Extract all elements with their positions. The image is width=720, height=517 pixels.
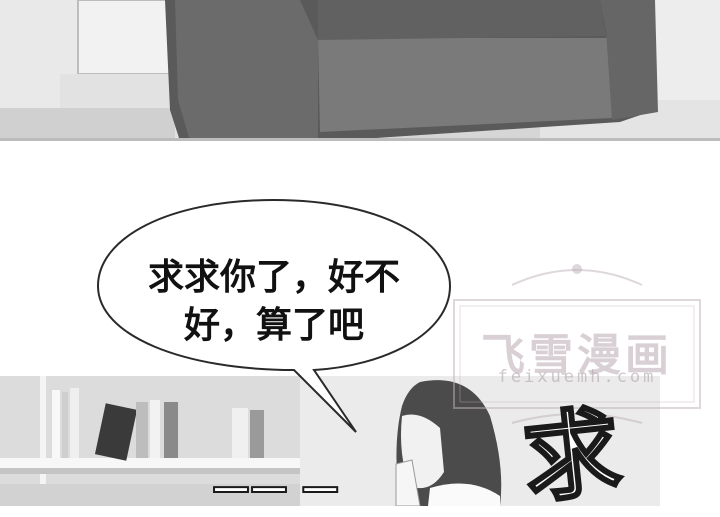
sound-effect-dash: —— — bbox=[211, 465, 340, 509]
watermark-frame bbox=[453, 264, 701, 424]
watermark-title: 飞雪漫画 bbox=[481, 330, 673, 381]
watermark-url: feixuemh.com bbox=[497, 367, 657, 387]
sound-effect-qiu: 求 bbox=[517, 394, 627, 517]
girl-praying-illustration bbox=[0, 376, 660, 506]
speech-bubble-text: 求求你了，好不 好，算了吧 bbox=[147, 257, 400, 346]
watermark: 飞雪漫画 feixuemh.com bbox=[452, 255, 702, 430]
bottom-comic-panel bbox=[0, 376, 660, 506]
speech-bubble: 求求你了，好不 好，算了吧 bbox=[94, 194, 454, 433]
armchair-scene-illustration bbox=[0, 0, 720, 141]
top-comic-panel bbox=[0, 0, 720, 141]
speech-bubble-shape bbox=[96, 198, 452, 433]
